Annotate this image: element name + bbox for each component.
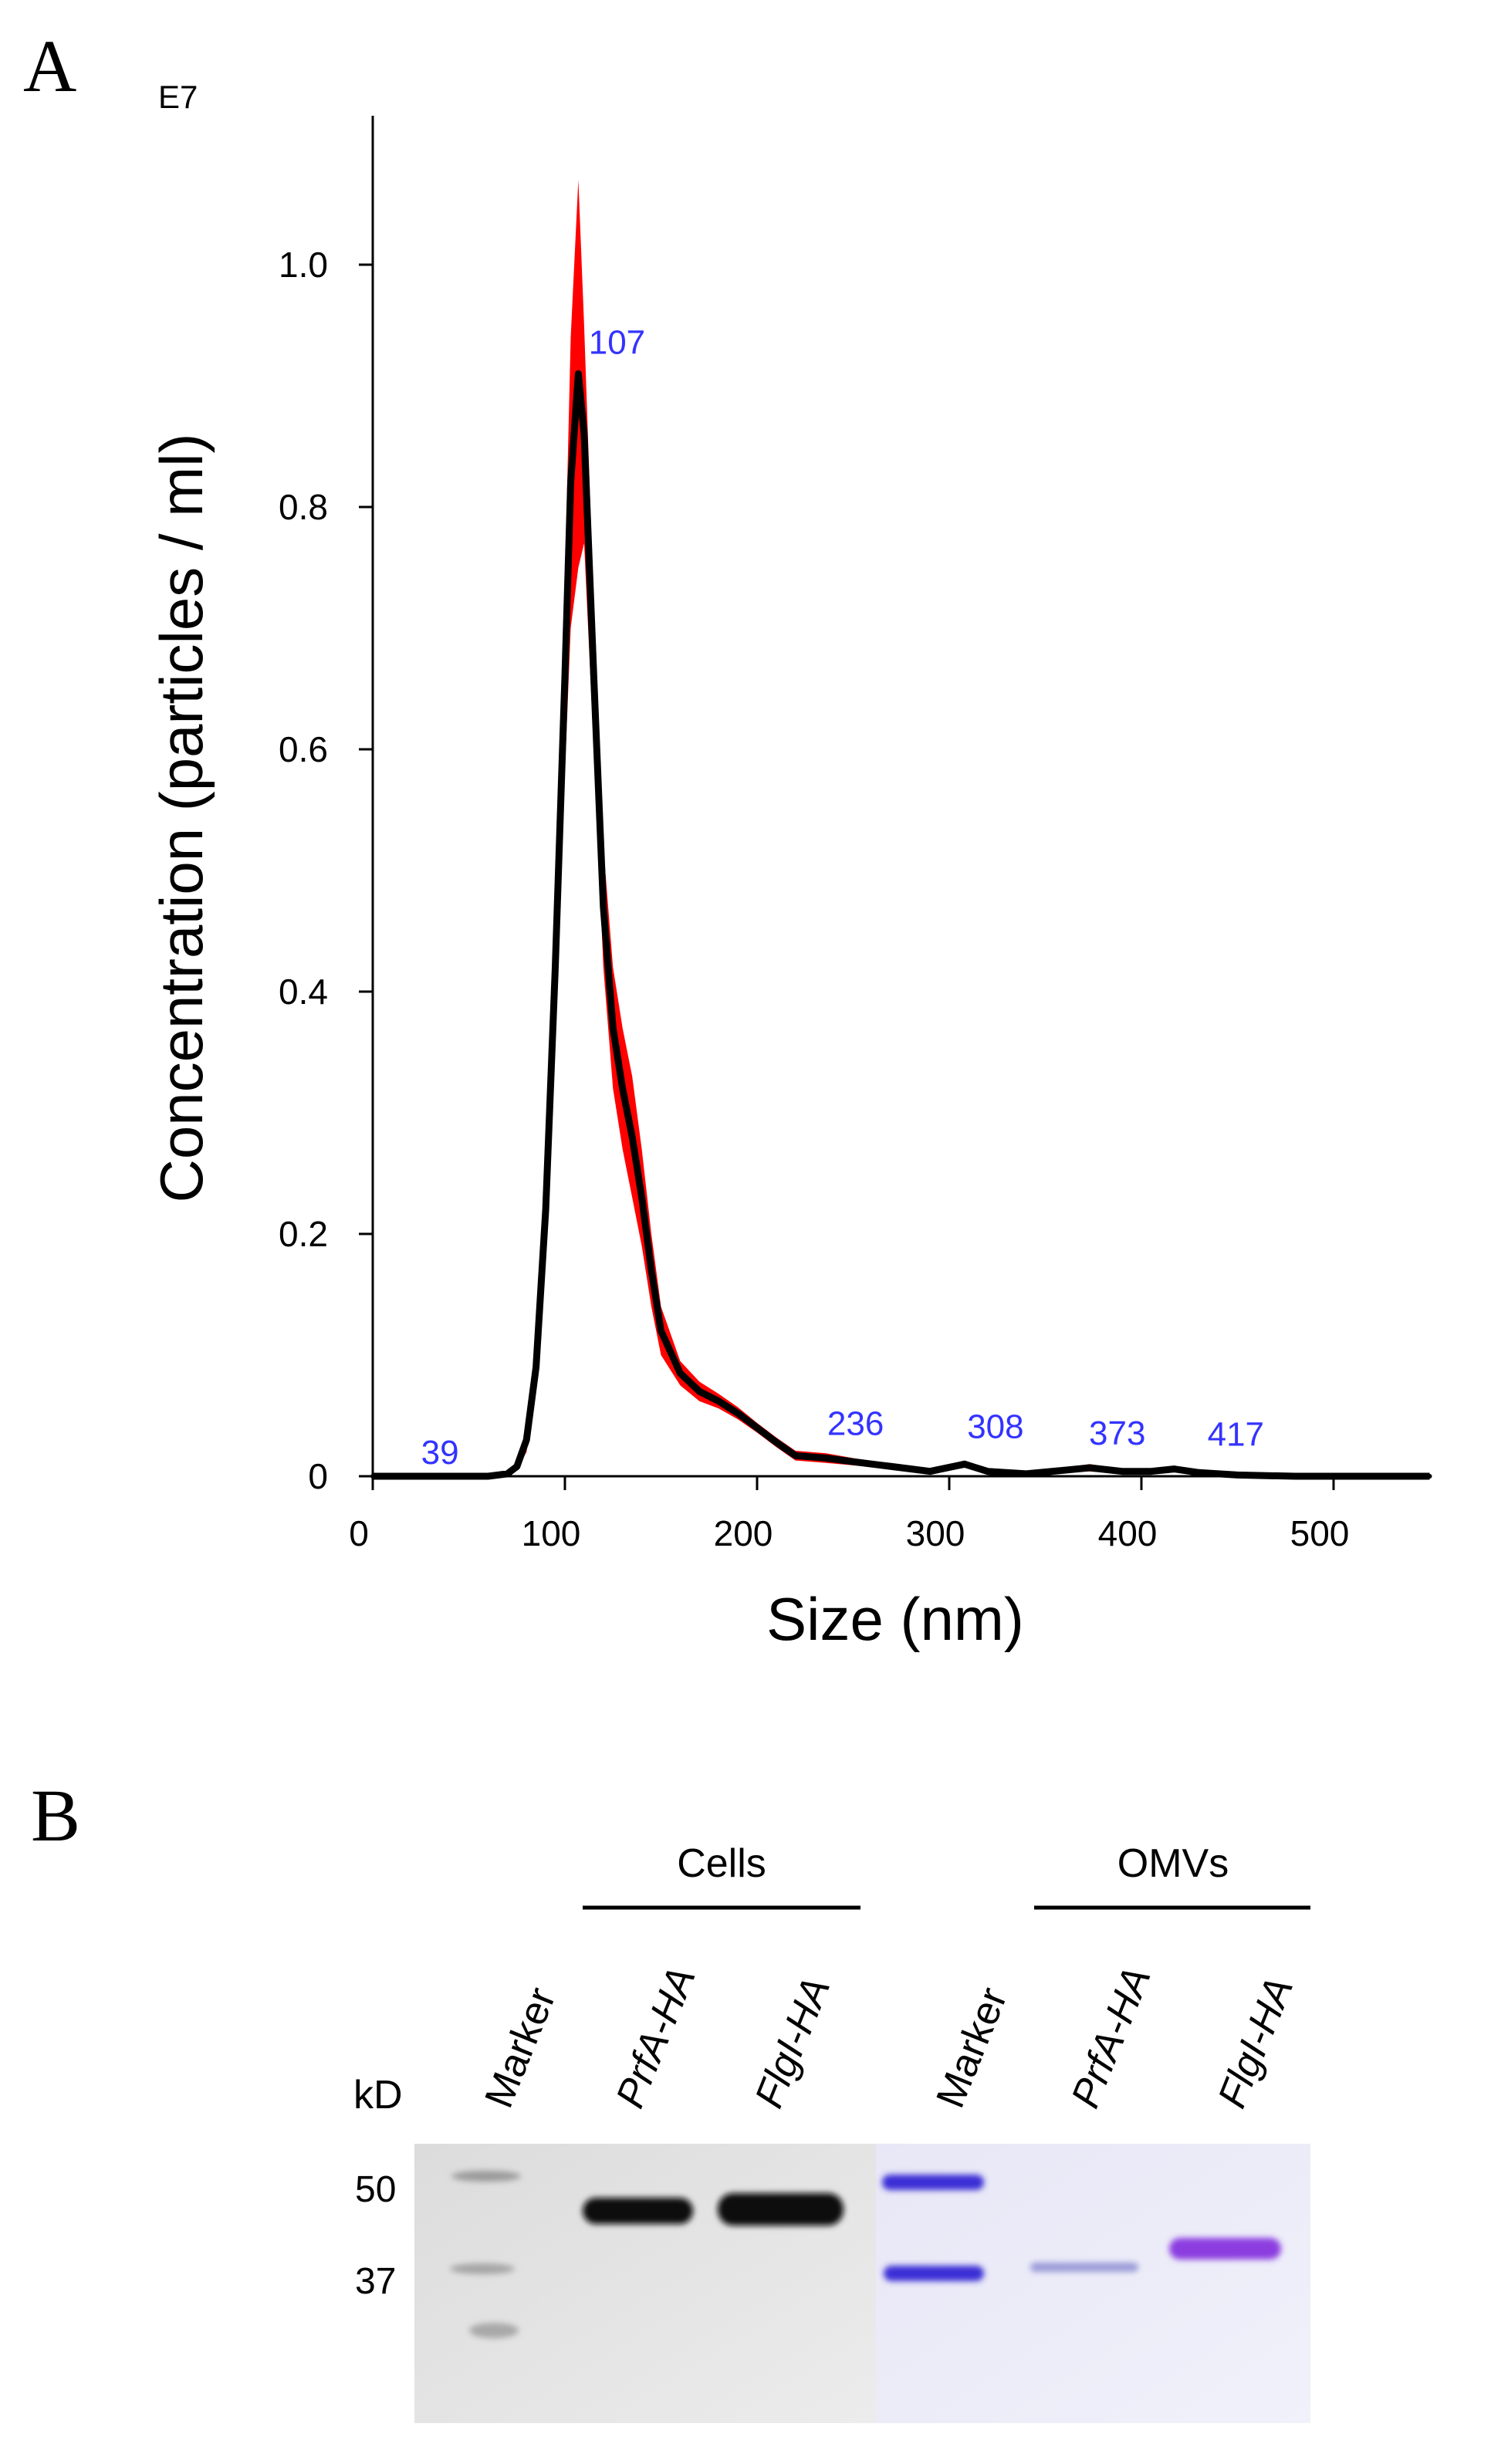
y-tick-label: 0.6 — [279, 729, 328, 769]
lane-label: FlgI-HA — [1209, 1971, 1302, 2114]
peak-label: 107 — [589, 323, 645, 361]
data-point — [985, 1469, 990, 1474]
data-point — [823, 1455, 829, 1461]
data-point — [576, 371, 581, 377]
coomassie-gel-image — [876, 2144, 1310, 2423]
y-tick-label: 0.8 — [279, 487, 328, 527]
data-point — [658, 1328, 664, 1333]
data-point — [850, 1459, 856, 1465]
gel-marker-band-37 — [884, 2266, 984, 2281]
data-point — [563, 674, 567, 679]
data-point — [649, 1268, 654, 1273]
y-tick-label: 1.0 — [279, 245, 328, 285]
data-point — [630, 1134, 635, 1140]
group-label-omvs: OMVs — [1117, 1841, 1229, 1886]
lane-label: Marker — [928, 1982, 1016, 2114]
mw-label-37: 37 — [355, 2261, 396, 2302]
data-point — [1023, 1471, 1029, 1476]
panel-b-letter: B — [31, 1774, 80, 1857]
data-point — [735, 1411, 741, 1416]
peak-label: 39 — [421, 1434, 459, 1472]
data-point — [1172, 1466, 1177, 1472]
data-point — [793, 1453, 798, 1458]
data-point — [1120, 1469, 1125, 1474]
mean-curve-layer — [370, 370, 1432, 1480]
lane-label: PrfA-HA — [607, 1961, 704, 2114]
panel-a-letter: A — [23, 25, 76, 107]
data-point — [610, 1026, 616, 1031]
data-point — [591, 674, 597, 679]
data-point — [553, 965, 558, 970]
western-marker-ladder — [450, 2171, 521, 2338]
y-tick-label: 0 — [308, 1456, 328, 1496]
x-tick-label: 500 — [1290, 1513, 1350, 1553]
x-axis-title: Size (nm) — [766, 1585, 1024, 1653]
data-point — [1427, 1474, 1432, 1479]
western-blot-panel: Cells OMVs kD Marker PrfA-HA FlgI-HA Marker… — [353, 1841, 1310, 2423]
y-tick-label: 0.4 — [279, 972, 328, 1012]
gel-band-flgi-ha — [1169, 2238, 1281, 2260]
data-point — [639, 1195, 644, 1200]
western-band-prfa-ha — [583, 2198, 693, 2224]
western-blot-image — [414, 2144, 876, 2423]
y-tick-label: 0.2 — [279, 1214, 328, 1254]
data-point — [697, 1389, 702, 1394]
western-band-flgi-ha — [718, 2193, 844, 2226]
nta-size-distribution-chart: 0 100 200 300 400 500 0 0.2 0.4 0.6 0.8 1.0 39 107 23… — [147, 79, 1432, 1653]
data-point — [1062, 1468, 1067, 1473]
y-multiplier-label: E7 — [158, 79, 198, 115]
gel-marker-band-50 — [882, 2175, 984, 2190]
error-band-layer — [373, 180, 1430, 1477]
lane-label: Marker — [476, 1982, 564, 2114]
data-point — [962, 1462, 967, 1467]
data-point — [1087, 1465, 1092, 1471]
peak-label: 236 — [827, 1404, 884, 1442]
data-point — [889, 1464, 894, 1469]
peak-label: 308 — [967, 1408, 1023, 1445]
mean-concentration-line — [373, 370, 1430, 1480]
data-point — [533, 1364, 539, 1370]
mw-label-50: 50 — [355, 2169, 396, 2210]
x-tick-label: 200 — [714, 1513, 773, 1553]
peak-labels-layer: 39 107 236 308 373 417 — [421, 323, 1264, 1472]
peak-label: 417 — [1208, 1416, 1264, 1454]
data-point — [773, 1440, 779, 1445]
group-label-cells: Cells — [677, 1841, 766, 1886]
x-tick-label: 0 — [349, 1513, 369, 1553]
data-point — [514, 1464, 519, 1469]
x-tick-label: 300 — [906, 1513, 965, 1553]
lane-label: FlgI-HA — [746, 1971, 839, 2114]
x-tick-label: 400 — [1098, 1513, 1158, 1553]
data-point — [928, 1469, 933, 1474]
data-point — [581, 431, 587, 437]
lane-label: PrfA-HA — [1063, 1961, 1159, 2114]
data-point — [716, 1398, 722, 1404]
x-tick-label: 100 — [522, 1513, 581, 1553]
data-point — [524, 1437, 529, 1442]
y-axis-title: Concentration (particles / ml) — [147, 433, 215, 1202]
peak-label: 373 — [1089, 1415, 1145, 1452]
lane-labels: Marker PrfA-HA FlgI-HA Marker PrfA-HA FlgI-HA — [476, 1961, 1302, 2114]
data-point — [1148, 1469, 1154, 1474]
data-point — [755, 1425, 759, 1431]
data-point — [543, 1207, 549, 1212]
data-point — [678, 1371, 683, 1376]
data-point — [568, 480, 573, 485]
error-band — [373, 180, 1430, 1477]
data-point — [505, 1471, 510, 1476]
data-point — [600, 904, 606, 910]
kd-label: kD — [353, 2073, 403, 2118]
data-point — [1196, 1470, 1202, 1475]
axes-layer: 0 100 200 300 400 500 0 0.2 0.4 0.6 0.8 1.0 — [279, 116, 1428, 1553]
gel-band-prfa-ha — [1030, 2263, 1138, 2272]
data-point — [620, 1086, 625, 1091]
